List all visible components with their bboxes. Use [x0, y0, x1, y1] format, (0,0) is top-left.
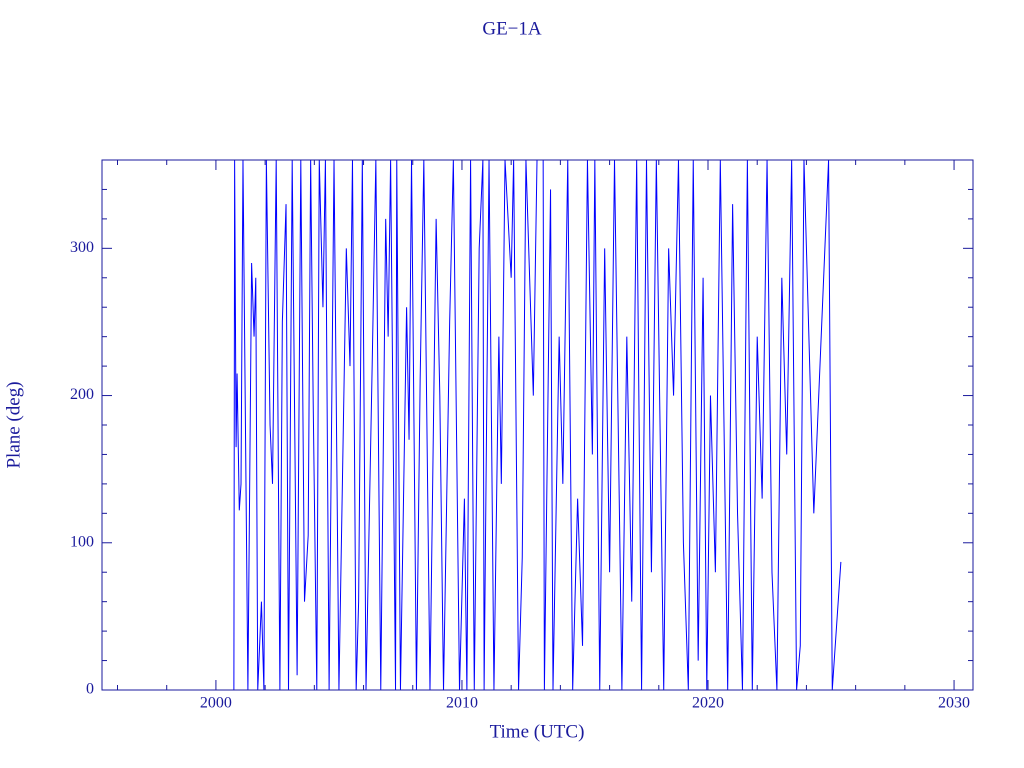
x-axis-label: Time (UTC) — [490, 721, 585, 742]
y-tick-label: 300 — [70, 239, 94, 256]
data-line — [233, 159, 842, 691]
x-tick-label: 2030 — [938, 695, 970, 712]
y-axis-label: Plane (deg) — [3, 381, 24, 468]
chart-title: GE−1A — [482, 18, 542, 39]
y-tick-label: 200 — [70, 386, 94, 403]
x-tick-label: 2020 — [692, 695, 724, 712]
x-tick-label: 2000 — [200, 695, 232, 712]
x-tick-label: 2010 — [446, 695, 478, 712]
y-tick-label: 0 — [86, 681, 94, 698]
plot-frame — [101, 159, 974, 691]
y-tick-label: 100 — [70, 533, 94, 550]
